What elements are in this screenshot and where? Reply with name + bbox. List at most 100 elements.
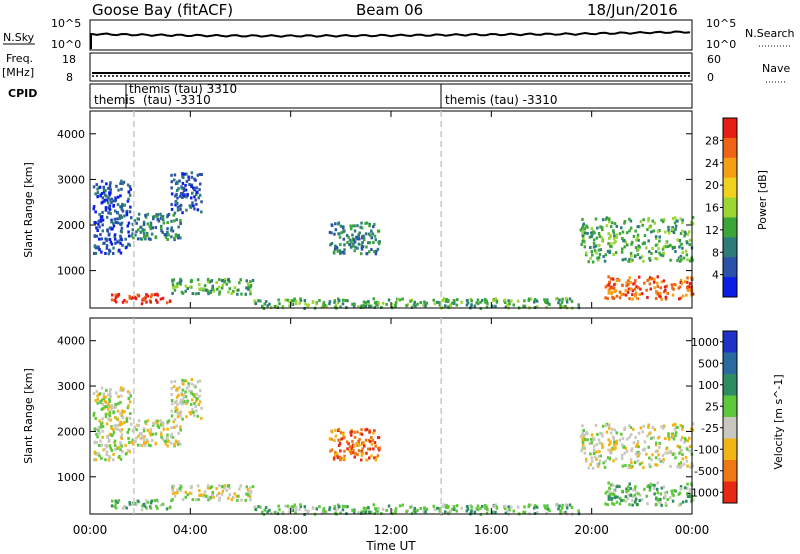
velocity-cell — [613, 493, 616, 497]
power-cell — [583, 227, 587, 231]
velocity-cell — [284, 504, 287, 508]
power-cell — [104, 237, 107, 241]
power-cell — [356, 237, 359, 241]
power-cell — [123, 214, 126, 218]
velocity-cell — [101, 435, 104, 439]
velocity-cell — [654, 456, 658, 460]
power-cell — [681, 229, 684, 233]
velocity-cell — [249, 486, 252, 490]
power-cell — [646, 279, 649, 282]
power-cell — [180, 290, 184, 294]
velocity-cell — [94, 458, 98, 462]
power-cell — [581, 234, 585, 238]
power-cell — [637, 238, 640, 242]
power-cell — [661, 254, 665, 258]
power-cell — [589, 256, 592, 260]
cpid-entry-tau-minus-3310: (tau) -3310 — [143, 93, 211, 107]
velocity-cell — [178, 401, 182, 405]
power-cell — [374, 238, 377, 242]
velocity-cell — [373, 441, 377, 445]
velocity-cell — [195, 399, 198, 403]
power-cell — [152, 215, 155, 219]
velocity-cell — [640, 498, 644, 502]
velocity-cell — [160, 432, 163, 436]
velocity-cell — [130, 422, 133, 426]
velocity-cell — [564, 503, 568, 507]
velocity-cell — [634, 444, 638, 448]
velocity-cell — [298, 507, 301, 511]
velocity-cell — [170, 441, 173, 445]
power-cell — [114, 196, 117, 200]
cpid-label: CPID — [8, 87, 37, 100]
power-cell — [166, 231, 169, 235]
power-cell — [145, 293, 148, 297]
power-cell — [523, 299, 526, 303]
velocity-cell — [166, 437, 169, 441]
power-cell — [583, 231, 587, 235]
velocity-cell — [595, 450, 598, 454]
power-cell — [257, 299, 260, 303]
velocity-cell — [615, 439, 618, 443]
velocity-cell — [108, 413, 111, 417]
velocity-cell — [105, 422, 109, 426]
power-cell — [648, 250, 651, 254]
power-cell — [364, 301, 367, 304]
velocity-cell — [217, 491, 221, 495]
velocity-cell — [155, 421, 159, 425]
power-cell — [582, 222, 585, 226]
velocity-cell — [648, 485, 652, 489]
power-cell — [198, 188, 201, 192]
power-cell — [173, 211, 177, 215]
velocity-cell — [119, 457, 123, 461]
power-cell — [629, 226, 633, 230]
velocity-cell — [130, 502, 134, 506]
x-tick-label: 20:00 — [574, 523, 609, 537]
velocity-cell — [195, 392, 198, 396]
velocity-cell — [105, 405, 109, 409]
power-cell — [149, 300, 152, 304]
velocity-cell — [337, 503, 340, 507]
velocity-cell — [628, 424, 631, 428]
velocity-cell — [128, 502, 132, 506]
power-cell — [107, 196, 110, 200]
power-cell — [116, 293, 120, 297]
velocity-cell — [367, 506, 370, 509]
power-cell — [336, 301, 340, 305]
power-cell — [610, 242, 613, 246]
power-cell — [597, 232, 601, 235]
velocity-cell — [373, 429, 376, 433]
power-cell — [433, 302, 437, 306]
x-tick-label: 00:00 — [73, 523, 108, 537]
velocity-cell — [671, 423, 675, 427]
power-cell — [362, 300, 366, 304]
power-cell — [662, 251, 665, 255]
velocity-cell — [682, 462, 686, 466]
power-cell — [621, 258, 625, 262]
cpid-strip-frame — [89, 83, 693, 109]
power-cell — [691, 277, 694, 281]
velocity-cell — [249, 491, 252, 495]
power-cell — [332, 250, 336, 254]
velocity-cell — [179, 410, 183, 414]
velocity-cell — [562, 510, 565, 514]
power-cell — [338, 232, 341, 236]
power-cell — [564, 304, 567, 308]
velocity-cell — [142, 502, 145, 506]
velocity-cell — [211, 493, 215, 497]
velocity-cell — [656, 491, 659, 495]
velocity-cell — [167, 439, 170, 443]
velocity-cell — [193, 413, 196, 417]
power-cell — [173, 288, 177, 292]
velocity-cell — [602, 461, 605, 465]
nsky-label: N.Sky — [3, 31, 35, 44]
power-cell — [105, 244, 109, 248]
power-cell — [593, 249, 597, 253]
power-cell — [97, 219, 101, 223]
power-cell — [507, 299, 510, 303]
velocity-cell — [269, 511, 273, 515]
power-cell — [636, 236, 639, 240]
velocity-cell — [343, 449, 346, 453]
power-cell — [642, 259, 645, 263]
power-cell — [141, 298, 144, 302]
velocity-cell — [516, 505, 520, 509]
